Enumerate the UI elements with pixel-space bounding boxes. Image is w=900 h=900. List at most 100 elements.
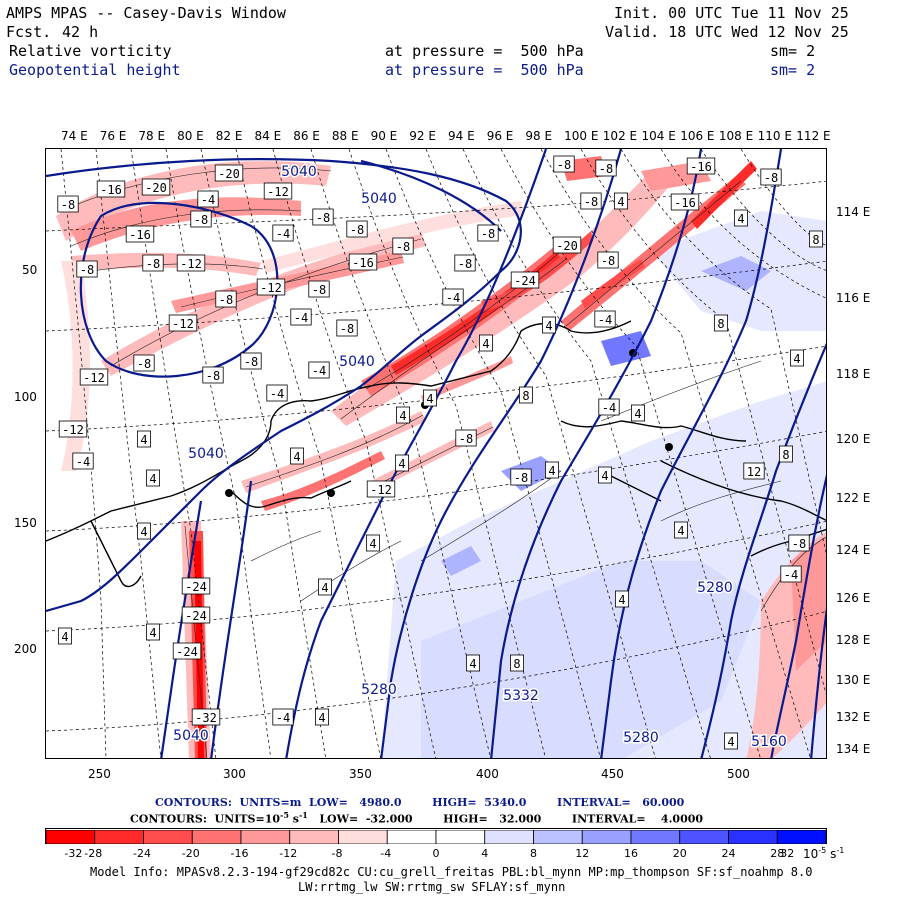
- vorticity-label-box: [176, 254, 206, 272]
- vorticity-label-box: [510, 468, 532, 486]
- positive-vorticity-label-text: 8: [812, 233, 819, 247]
- positive-vorticity-label-box: [542, 316, 557, 334]
- model-info-physics: LW:rrtmg_lw SW:rrtmg_sw SFLAY:sf_mynn: [298, 880, 566, 894]
- vorticity-label: -12: [58, 420, 88, 438]
- vorticity-label-box: [686, 157, 716, 175]
- top-longitude-tick: 76 E: [99, 129, 127, 143]
- vorticity-label: -8: [142, 254, 164, 272]
- positive-vorticity-label: 4: [314, 708, 329, 726]
- vorticity-label: -32: [191, 708, 221, 726]
- positive-vorticity-label-box: [289, 447, 304, 465]
- vorticity-label-box: [290, 308, 312, 326]
- colorbar-label: -32: [64, 847, 83, 860]
- vorticity-label: -8: [202, 366, 224, 384]
- right-longitude-tick: 118 E: [836, 367, 871, 381]
- vorticity-label: -12: [168, 314, 198, 332]
- colorbar-label: -16: [230, 847, 249, 860]
- vorticity-label-box: [595, 159, 617, 177]
- vorticity-label-text: -8: [312, 283, 326, 297]
- vorticity-label-box: [240, 352, 262, 370]
- height-contour-label: 5040: [339, 354, 375, 370]
- left-grid-tick: 150: [14, 516, 37, 530]
- vorticity-label-box: [181, 606, 211, 624]
- vorticity-label: -8: [190, 210, 212, 228]
- vorticity-label-text: -12: [260, 281, 282, 295]
- positive-vorticity-label-box: [58, 627, 73, 645]
- vorticity-label-text: -8: [396, 240, 410, 254]
- colorbar-label: -8: [331, 847, 343, 860]
- right-longitude-tick: 120 E: [836, 432, 871, 446]
- positive-vorticity-label-box: [509, 654, 524, 672]
- vorticity-label: -8: [595, 159, 617, 177]
- colorbar-label: 28: [770, 847, 785, 860]
- positive-vorticity-labels: 4 4 8 4 8 4 4 4 4 8 4 4 4 4 4 4 4 8 12 4 4 4 4 4 4 4 4 8 4 4: [58, 192, 824, 750]
- positive-vorticity-label-box: [365, 534, 380, 552]
- vorticity-label-box: [191, 708, 221, 726]
- colorbar-label: -28: [84, 847, 103, 860]
- height-contour-labels: 5040 5040 5040 5040 5280 5280 5332 5280 5160 5040: [172, 163, 789, 752]
- positive-vorticity-label-text: 4: [61, 630, 68, 644]
- positive-vorticity-label: 4: [317, 578, 332, 596]
- right-longitude-tick: 134 E: [836, 742, 871, 756]
- bottom-grid-tick: 400: [476, 767, 499, 781]
- positive-vorticity-label-box: [724, 732, 739, 750]
- positive-vorticity-label-box: [809, 230, 824, 248]
- vorticity-label-box: [214, 164, 244, 182]
- vorticity-label: -16: [96, 180, 126, 198]
- vorticity-label: -24: [172, 642, 202, 660]
- vorticity-label-text: -8: [557, 158, 571, 172]
- colorbar-unit-s: s: [826, 847, 837, 861]
- positive-vorticity-label: 12: [743, 462, 765, 480]
- colorbar-swatch: [143, 829, 193, 845]
- height-contour-label: 5040: [188, 446, 224, 462]
- positive-vorticity-label-box: [394, 454, 409, 472]
- positive-vorticity-label-text: 4: [318, 711, 325, 725]
- vorticity-label-box: [133, 354, 155, 372]
- positive-vorticity-label-box: [317, 578, 332, 596]
- model-info: Model Info: MPASv8.2.3-194-gf29cd82c CU:…: [90, 865, 813, 879]
- vorticity-label-text: -8: [219, 293, 233, 307]
- vorticity-label: -8: [580, 192, 602, 210]
- positive-vorticity-label: 4: [136, 522, 151, 540]
- vorticity-label-box: [552, 236, 582, 254]
- positive-vorticity-label-text: 4: [618, 593, 625, 607]
- vorticity-label-box: [72, 452, 94, 470]
- vorticity-label-box: [597, 251, 619, 269]
- positive-vorticity-label-box: [314, 708, 329, 726]
- positive-vorticity-label: 4: [465, 654, 480, 672]
- vorticity-range: LOW= -32.000 HIGH= 32.000 INTERVAL= 4.00…: [307, 812, 704, 826]
- positive-vorticity-label-text: 4: [149, 472, 156, 486]
- vorticity-label: -8: [760, 168, 782, 186]
- positive-vorticity-label: 4: [478, 334, 493, 352]
- positive-vorticity-label: 8: [519, 386, 534, 404]
- vorticity-label-text: -32: [195, 711, 217, 725]
- forecast-value: 42 h: [62, 23, 99, 41]
- top-longitude-tick: 94 E: [448, 129, 475, 143]
- vorticity-label: -16: [686, 157, 716, 175]
- vorticity-label-box: [760, 168, 782, 186]
- positive-vorticity-label: 4: [136, 430, 151, 448]
- top-longitude-tick: 100 E: [564, 129, 599, 143]
- top-longitude-tick: 84 E: [254, 129, 282, 143]
- vorticity-label-box: [272, 224, 294, 242]
- colorbar-label: 32: [780, 847, 795, 860]
- vorticity-label-box: [553, 155, 575, 173]
- vorticity-label-text: -8: [599, 162, 613, 176]
- bottom-grid-tick: 450: [601, 767, 624, 781]
- vorticity-label: -12: [256, 278, 286, 296]
- vorticity-label: -4: [197, 190, 219, 208]
- top-longitude-tick: 106 E: [680, 129, 715, 143]
- positive-vorticity-label-box: [779, 445, 794, 463]
- positive-vorticity-label: 4: [598, 466, 613, 484]
- vorticity-label-text: -4: [201, 193, 215, 207]
- vorticity-label: -12: [176, 254, 206, 272]
- colorbar-label: 20: [672, 847, 687, 860]
- positive-vorticity-label-box: [136, 522, 151, 540]
- positive-vorticity-label: 4: [145, 469, 160, 487]
- vorticity-height-map: -8-16 -20-20-4-12-16-8-8 -8 -12-4-8-8-16-8-…: [46, 149, 826, 758]
- vorticity-label-text: -8: [481, 227, 495, 241]
- positive-vorticity-label-text: 4: [140, 433, 147, 447]
- vorticity-label: -20: [141, 178, 171, 196]
- height-contour-label: 5280: [361, 682, 397, 698]
- positive-vorticity-label: 8: [714, 314, 729, 332]
